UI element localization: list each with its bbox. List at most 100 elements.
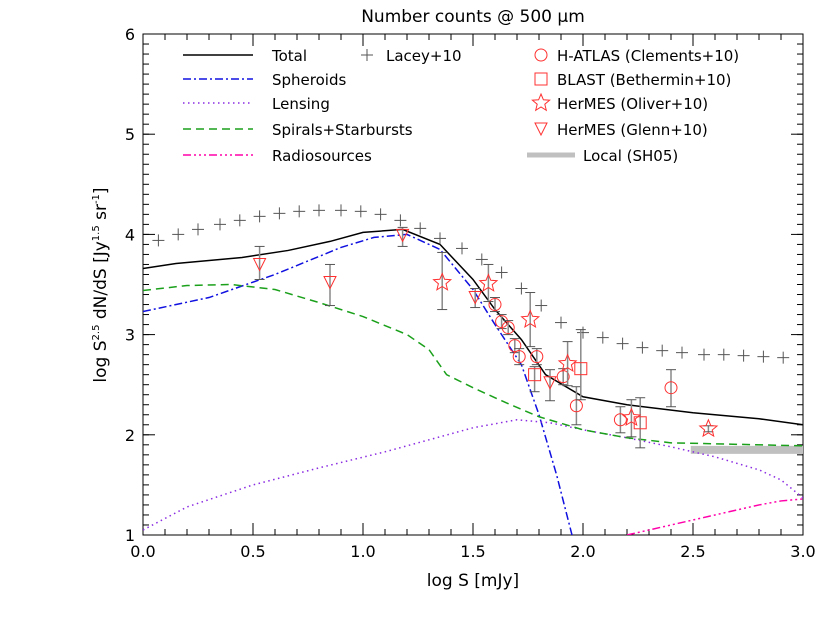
- error-bar: [703, 425, 714, 433]
- y-tick-label: 6: [125, 25, 135, 44]
- triangle-down-data-point: [468, 291, 483, 305]
- lacey-point: [394, 214, 407, 227]
- error-bar: [490, 297, 500, 313]
- error-bar: [525, 292, 536, 348]
- circle-data-point: [501, 321, 515, 335]
- legend-square-icon: [534, 72, 548, 86]
- star-data-point: [698, 418, 719, 438]
- error-bar: [575, 329, 586, 401]
- legend: Total Spheroids Lensing Spirals+Starbursts R…: [183, 47, 739, 165]
- triangle-down-data-point: [323, 275, 337, 290]
- lacey-point: [273, 207, 286, 220]
- lacey-point: [293, 205, 306, 218]
- model-line-lensing: [143, 419, 803, 531]
- lacey-point: [475, 253, 488, 266]
- error-bar: [514, 348, 525, 366]
- circle-data-point: [488, 298, 502, 312]
- y-axis-label: log S2.5 dN/dS [Jy1.5 sr-1]: [91, 187, 111, 382]
- error-bar: [529, 366, 540, 393]
- lacey-point: [152, 234, 165, 247]
- error-bar: [437, 251, 448, 311]
- y-tick-label: 4: [125, 225, 135, 244]
- lacey-point: [777, 351, 790, 364]
- square-data-point: [574, 362, 588, 376]
- circle-data-point: [530, 350, 544, 364]
- legend-label: BLAST (Bethermin+10): [557, 71, 731, 89]
- square-data-point: [633, 416, 647, 430]
- legend-plus-icon: [361, 49, 373, 61]
- star-data-point: [520, 309, 541, 328]
- lacey-point: [233, 214, 246, 227]
- error-bar: [545, 369, 555, 402]
- legend-label: Lacey+10: [386, 47, 462, 65]
- x-tick-label: 1.0: [350, 542, 375, 561]
- lacey-point: [456, 242, 468, 255]
- lacey-point: [656, 344, 669, 357]
- star-data-point: [557, 353, 578, 372]
- star-data-point: [432, 272, 453, 291]
- y-tick-label: 3: [125, 326, 135, 345]
- data-layer: [143, 204, 803, 535]
- lacey-point: [515, 282, 528, 295]
- circle-data-point: [613, 413, 627, 427]
- lacey-point: [313, 204, 325, 217]
- error-bar: [503, 320, 514, 336]
- square-data-point: [528, 368, 542, 382]
- model-line-radiosources: [626, 498, 803, 535]
- lacey-point: [374, 208, 387, 221]
- lacey-point: [495, 266, 508, 279]
- x-tick-label: 1.5: [460, 542, 485, 561]
- y-tick-label: 5: [125, 125, 135, 144]
- error-bar: [635, 397, 646, 449]
- legend-label: Spirals+Starbursts: [272, 121, 413, 139]
- lacey-point: [596, 331, 609, 344]
- error-bar: [615, 406, 626, 434]
- lacey-point: [172, 228, 185, 241]
- error-bar: [562, 341, 573, 387]
- x-tick-label: 0.5: [240, 542, 265, 561]
- lacey-point: [698, 348, 710, 361]
- lacey-point: [737, 349, 750, 362]
- lacey-point: [636, 341, 649, 354]
- lacey-point: [577, 326, 589, 339]
- legend-label: Spheroids: [272, 71, 346, 89]
- lacey-point: [616, 337, 629, 350]
- legend-triangle-down-icon: [534, 122, 548, 137]
- star-data-point: [478, 273, 499, 292]
- legend-label: Lensing: [272, 95, 330, 113]
- error-bar: [531, 348, 542, 366]
- legend-label: Total: [271, 47, 307, 65]
- circle-data-point: [508, 339, 522, 353]
- x-tick-label: 3.0: [790, 542, 815, 561]
- lacey-point: [757, 350, 770, 363]
- chart-title: Number counts @ 500 μm: [361, 7, 585, 27]
- x-tick-label: 0.0: [130, 542, 155, 561]
- error-bar: [325, 263, 335, 307]
- triangle-down-data-point: [252, 257, 267, 272]
- lacey-point: [192, 223, 204, 236]
- y-tick-label: 1: [125, 526, 135, 545]
- circle-data-point: [512, 350, 526, 364]
- error-bar: [254, 245, 265, 280]
- x-axis-label: log S [mJy]: [427, 571, 519, 591]
- lacey-point: [717, 348, 730, 361]
- legend-star-icon: [531, 92, 551, 112]
- x-tick-label: 2.0: [570, 542, 595, 561]
- triangle-down-data-point: [543, 376, 557, 390]
- model-line-spirals-starbursts: [143, 283, 803, 447]
- legend-label: Local (SH05): [583, 147, 678, 165]
- error-bar: [666, 369, 676, 408]
- lacey-point: [414, 222, 427, 235]
- model-line-total: [143, 228, 803, 426]
- lacey-point: [535, 299, 548, 312]
- star-data-point: [621, 407, 642, 427]
- legend-label: Radiosources: [272, 147, 372, 165]
- triangle-down-data-point: [395, 228, 410, 243]
- error-bar: [626, 399, 637, 438]
- lacey-point: [555, 316, 567, 329]
- lacey-point: [214, 218, 226, 231]
- error-bar: [397, 226, 408, 247]
- y-tick-label: 2: [125, 426, 135, 445]
